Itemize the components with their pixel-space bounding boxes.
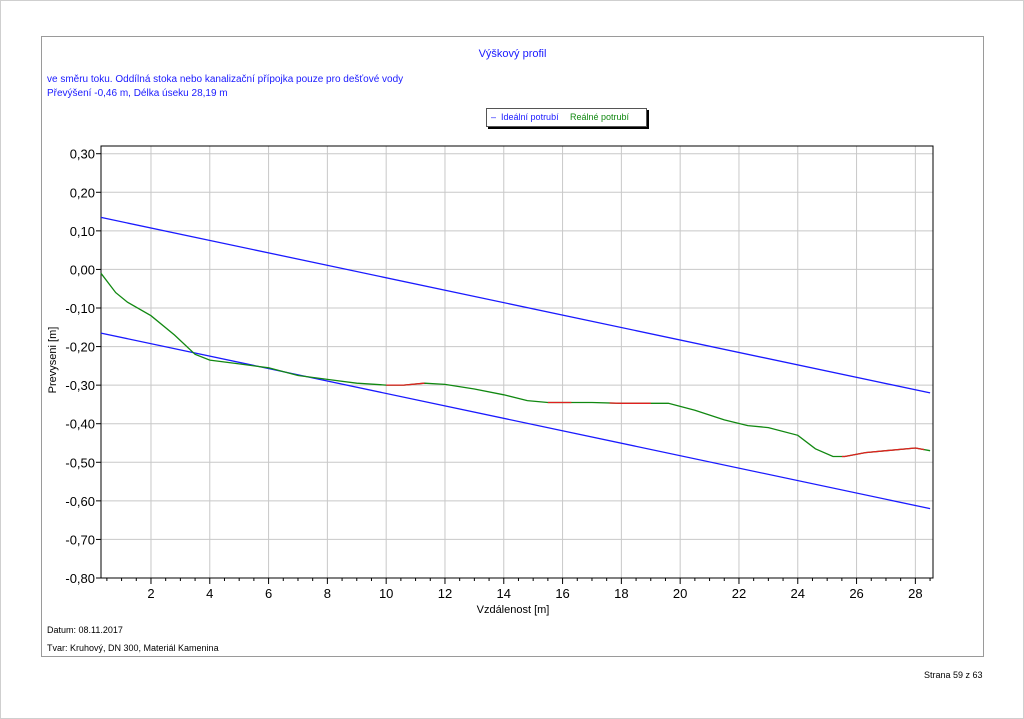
subtitle-line-1: ve směru toku. Oddílná stoka nebo kanali… (47, 74, 404, 85)
legend-label-real: Reálné potrubí (570, 112, 630, 122)
legend-marker-ideal: – (491, 112, 497, 122)
x-tick-label: 24 (791, 586, 805, 601)
y-tick-label: -0,80 (65, 571, 95, 586)
x-axis-title: Vzdálenost [m] (477, 604, 550, 616)
x-tick-label: 16 (555, 586, 569, 601)
x-tick-label: 18 (614, 586, 628, 601)
page-number: Strana 59 z 63 (924, 670, 983, 680)
axis-ticks: 2 4 6 8 10 12 14 16 18 20 22 24 26 280,300,200,100,00… (65, 147, 931, 601)
x-tick-label: 8 (324, 586, 331, 601)
y-tick-label: 0,20 (70, 185, 95, 200)
x-tick-label: 22 (732, 586, 746, 601)
plot-area-border (100, 145, 934, 579)
y-tick-label: -0,70 (65, 532, 95, 547)
y-tick-label: -0,60 (65, 494, 95, 509)
x-tick-label: 20 (673, 586, 687, 601)
x-tick-label: 26 (849, 586, 863, 601)
y-tick-label: -0,50 (65, 455, 95, 470)
real-pipe-deviation-segment (841, 447, 925, 458)
real-pipe-deviation-segment (386, 382, 425, 386)
x-tick-label: 4 (206, 586, 213, 601)
subtitle-line-2: Převýšení -0,46 m, Délka úseku 28,19 m (47, 88, 228, 99)
real-pipe-line (100, 272, 931, 458)
legend-item-real: Reálné potrubí (570, 109, 629, 126)
y-tick-label: 0,30 (70, 147, 95, 162)
x-tick-label: 2 (147, 586, 154, 601)
legend-item-ideal: – Ideální potrubí (491, 109, 559, 126)
y-tick-label: 0,10 (70, 224, 95, 239)
data-series (100, 216, 931, 510)
x-tick-label: 6 (265, 586, 272, 601)
x-tick-label: 12 (438, 586, 452, 601)
y-axis-title: Prevyseni [m] (47, 327, 59, 394)
legend-label-ideal: Ideální potrubí (501, 112, 559, 122)
chart-legend: – Ideální potrubí Reálné potrubí (486, 108, 647, 127)
y-tick-label: -0,20 (65, 340, 95, 355)
x-tick-label: 28 (908, 586, 922, 601)
ideal-pipe-line (100, 216, 931, 394)
ideal-pipe-line (100, 332, 931, 510)
chart-title: Výškový profil (478, 48, 547, 60)
y-tick-label: -0,30 (65, 378, 95, 393)
x-tick-label: 14 (497, 586, 511, 601)
y-tick-label: 0,00 (70, 262, 95, 277)
x-tick-label: 10 (379, 586, 393, 601)
footer-date: Datum: 08.11.2017 (47, 625, 123, 635)
y-tick-label: -0,40 (65, 417, 95, 432)
footer-pipe-info: Tvar: Kruhový, DN 300, Materiál Kamenina (47, 643, 219, 653)
y-tick-label: -0,10 (65, 301, 95, 316)
